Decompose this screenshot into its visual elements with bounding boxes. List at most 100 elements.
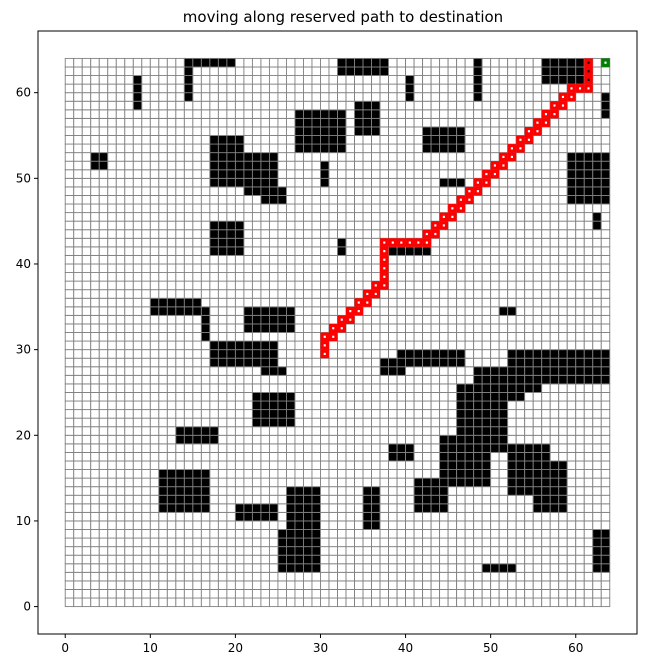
grid-cell: [592, 135, 602, 145]
grid-cell: [379, 75, 390, 85]
grid-cell: [583, 297, 594, 308]
grid-cell: [183, 203, 194, 214]
grid-cell: [422, 57, 432, 68]
grid-cell: [115, 554, 126, 565]
grid-cell: [277, 212, 287, 222]
grid-cell: [430, 75, 441, 85]
grid-cell: [524, 83, 534, 94]
grid-cell: [141, 92, 151, 102]
grid-cell: [541, 177, 551, 188]
obstacle-cell: [464, 417, 475, 428]
grid-cell: [90, 503, 100, 513]
grid-cell: [566, 263, 577, 274]
obstacle-cell: [396, 246, 407, 256]
obstacle-cell: [175, 486, 185, 496]
obstacle-cell: [456, 451, 466, 462]
grid-cell: [566, 229, 577, 239]
grid-cell: [217, 83, 228, 94]
obstacle-cell: [183, 297, 194, 308]
obstacle-cell: [592, 554, 602, 565]
grid-cell: [107, 135, 117, 145]
grid-cell: [566, 323, 577, 333]
grid-cell: [73, 460, 83, 471]
grid-cell: [490, 246, 500, 256]
grid-cell: [226, 434, 236, 445]
grid-cell: [141, 280, 151, 291]
x-tick-label: 0: [61, 641, 69, 655]
obstacle-cell: [260, 169, 270, 179]
grid-cell: [294, 357, 304, 368]
grid-cell: [328, 477, 338, 488]
grid-cell: [439, 340, 449, 351]
grid-cell: [226, 323, 236, 333]
grid-cell: [473, 580, 483, 590]
obstacle-cell: [473, 477, 483, 488]
obstacle-cell: [541, 357, 551, 368]
grid-cell: [320, 571, 330, 582]
grid-cell: [158, 443, 168, 453]
obstacle-cell: [294, 126, 304, 136]
grid-cell: [115, 272, 126, 282]
grid-cell: [141, 237, 151, 248]
grid-cell: [498, 75, 509, 85]
grid-cell: [294, 306, 304, 316]
grid-cell: [422, 220, 432, 231]
grid-cell: [141, 177, 151, 188]
grid-cell: [132, 186, 143, 196]
grid-cell: [81, 400, 92, 411]
obstacle-cell: [243, 503, 253, 513]
grid-cell: [192, 109, 202, 119]
grid-cell: [320, 186, 330, 196]
grid-cell: [405, 160, 415, 171]
grid-cell: [456, 263, 466, 274]
grid-cell: [447, 409, 458, 419]
grid-cell: [268, 597, 279, 608]
grid-cell: [473, 297, 483, 308]
grid-cell: [447, 383, 458, 393]
grid-cell: [311, 306, 321, 316]
grid-cell: [286, 66, 296, 76]
grid-cell: [515, 597, 526, 608]
grid-cell: [473, 152, 483, 162]
grid-cell: [575, 92, 585, 102]
grid-cell: [371, 409, 381, 419]
grid-cell: [405, 66, 415, 76]
grid-cell: [592, 434, 602, 445]
grid-cell: [90, 220, 100, 231]
grid-cell: [413, 229, 424, 239]
grid-cell: [447, 554, 458, 565]
grid-cell: [320, 580, 330, 590]
grid-cell: [524, 186, 534, 196]
grid-cell: [234, 374, 245, 385]
grid-cell: [149, 109, 160, 119]
grid-cell: [600, 434, 611, 445]
grid-cell: [217, 477, 228, 488]
grid-cell: [175, 357, 185, 368]
grid-cell: [200, 203, 211, 214]
obstacle-cell: [473, 409, 483, 419]
grid-cell: [90, 83, 100, 94]
grid-cell: [354, 135, 364, 145]
grid-cell: [115, 409, 126, 419]
obstacle-cell: [422, 143, 432, 154]
grid-cell: [141, 520, 151, 530]
obstacle-cell: [379, 366, 390, 376]
grid-cell: [362, 323, 372, 333]
grid-cell: [209, 383, 219, 393]
grid-cell: [226, 289, 236, 299]
grid-cell: [311, 254, 321, 265]
grid-cell: [328, 177, 338, 188]
obstacle-cell: [600, 152, 611, 162]
obstacle-cell: [430, 126, 441, 136]
grid-cell: [337, 400, 347, 411]
obstacle-cell: [473, 434, 483, 445]
grid-cell: [268, 220, 279, 231]
grid-cell: [498, 143, 509, 154]
grid-cell: [354, 537, 364, 548]
grid-cell: [464, 554, 475, 565]
grid-cell: [566, 220, 577, 231]
obstacle-cell: [473, 417, 483, 428]
grid-cell: [430, 186, 441, 196]
grid-cell: [175, 374, 185, 385]
grid-cell: [286, 297, 296, 308]
